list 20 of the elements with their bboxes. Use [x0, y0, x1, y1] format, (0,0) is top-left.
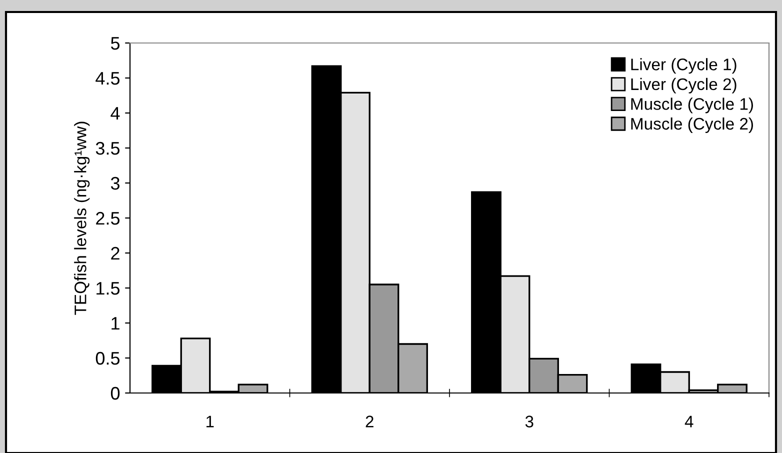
y-tick-label: 0	[110, 386, 120, 400]
y-tick-label: 1.5	[96, 282, 120, 295]
y-tick-label: 4	[110, 107, 120, 120]
x-tick-label: 4	[684, 416, 694, 428]
y-axis-title: TEQfish levels (ng·kg¹ww)	[74, 122, 90, 315]
y-tick-label: 5	[110, 37, 120, 50]
y-tick-label: 0.5	[96, 352, 120, 365]
y-tick-label: 2.5	[96, 212, 120, 225]
x-tick-label: 1	[206, 416, 214, 428]
y-tick-label: 3.5	[96, 142, 120, 155]
legend-label: Liver (Cycle 2)	[631, 78, 736, 94]
y-tick-label: 4.5	[96, 72, 120, 85]
y-tick-label: 2	[111, 246, 120, 260]
y-tick-label: 1	[112, 317, 120, 330]
y-tick-label: 3	[110, 176, 120, 190]
x-tick-label: 3	[525, 416, 534, 428]
legend-label: Muscle (Cycle 2)	[631, 117, 753, 133]
legend-label: Liver (Cycle 1)	[631, 58, 736, 74]
legend-label: Muscle (Cycle 1)	[631, 98, 753, 114]
x-tick-label: 2	[366, 416, 374, 428]
